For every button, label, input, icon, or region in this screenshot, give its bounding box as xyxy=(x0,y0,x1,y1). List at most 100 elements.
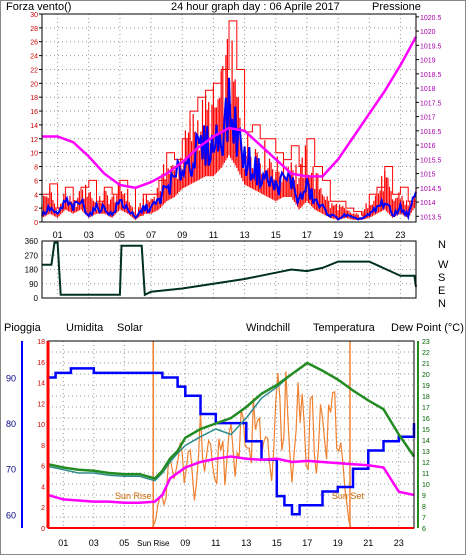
compass-label: E xyxy=(438,285,445,297)
x-tick-label: 11 xyxy=(209,230,218,240)
windchill-axis-label: Windchill xyxy=(246,322,290,334)
temp-tick-label: 23 xyxy=(422,339,430,346)
compass-label: W xyxy=(438,259,449,271)
left-tick-label: 12 xyxy=(30,137,38,144)
right-tick-label: 1019.5 xyxy=(420,43,442,50)
right-tick-label: 1016.5 xyxy=(420,129,442,136)
temp-tick-label: 17 xyxy=(422,405,430,412)
direction-panel-series xyxy=(42,241,417,297)
x-tick-label: 11 xyxy=(211,538,220,548)
humidity-tick-label: 60 xyxy=(6,510,16,520)
pressure-line xyxy=(42,36,418,190)
left-tick-label: 8 xyxy=(34,165,38,172)
x-tick-label: 23 xyxy=(395,230,405,240)
x-tick-label: 15 xyxy=(272,538,282,548)
temp-tick-label: 8 xyxy=(422,504,426,511)
direction-tick-label: 180 xyxy=(25,266,39,275)
left-tick-label: 4 xyxy=(34,192,38,199)
temp-tick-label: 12 xyxy=(422,460,430,467)
x-tick-label: 03 xyxy=(89,538,99,548)
x-tick-label: 23 xyxy=(394,538,404,548)
temp-tick-label: 18 xyxy=(422,394,430,401)
right-tick-label: 1015.5 xyxy=(420,157,442,164)
temp-tick-label: 19 xyxy=(422,383,430,390)
x-tick-label: 21 xyxy=(364,230,374,240)
dewpoint-line xyxy=(47,455,415,504)
rain-axis-label: Pioggia xyxy=(4,322,42,334)
direction-tick-label: 360 xyxy=(25,237,39,246)
sun-rise-label: Sun Rise xyxy=(115,491,152,501)
x-tick-label: 01 xyxy=(58,538,68,548)
temp-panel-axes: 01 03 05 09 11 13 15 17 19 21 23 6 7 8 9 10 11 12 13 14 15 16… xyxy=(6,339,430,548)
wind-direction-line xyxy=(42,241,417,297)
rain-tick-label: 4 xyxy=(41,484,45,491)
left-tick-label: 28 xyxy=(30,26,38,33)
compass-label: N xyxy=(438,298,446,310)
right-tick-label: 1017.5 xyxy=(420,100,442,107)
temp-tick-label: 20 xyxy=(422,372,430,379)
sun-set-label: Sun Set xyxy=(332,491,365,501)
direction-tick-label: 0 xyxy=(34,294,39,303)
right-tick-label: 1018 xyxy=(420,86,436,93)
wind-panel-frame xyxy=(41,13,417,223)
humidity-tick-label: 90 xyxy=(6,373,16,383)
temp-tick-label: 22 xyxy=(422,350,430,357)
rain-tick-label: 14 xyxy=(37,381,45,388)
humidity-line xyxy=(48,367,416,516)
right-tick-label: 1014 xyxy=(420,200,436,207)
compass-label: S xyxy=(438,272,445,284)
rain-tick-label: 16 xyxy=(37,360,45,367)
solar-axis-label: Solar xyxy=(117,322,143,334)
pressure-axis-label: Pressione xyxy=(372,1,421,13)
direction-panel-frame xyxy=(41,240,417,299)
right-tick-label: 1016 xyxy=(420,143,436,150)
sun-rise-axis-label: Sun Rise xyxy=(137,539,170,548)
temp-tick-label: 21 xyxy=(422,361,430,368)
rain-tick-label: 6 xyxy=(41,464,45,471)
x-tick-label: 05 xyxy=(115,230,125,240)
left-tick-label: 6 xyxy=(34,178,38,185)
wind-panel-axes: 01 03 05 07 09 11 13 15 17 19 21 230246810121416182… xyxy=(30,12,441,240)
right-tick-label: 1017 xyxy=(420,115,436,122)
wind-axis-label: Forza vento() xyxy=(6,1,71,13)
x-tick-label: 07 xyxy=(146,230,156,240)
left-tick-label: 0 xyxy=(34,220,38,227)
right-tick-label: 1015 xyxy=(420,172,436,179)
temp-tick-label: 6 xyxy=(422,526,426,533)
left-tick-label: 30 xyxy=(30,12,38,19)
left-tick-label: 20 xyxy=(30,81,38,88)
temp-tick-label: 10 xyxy=(422,482,430,489)
gust-line xyxy=(42,20,417,216)
temp-tick-label: 11 xyxy=(422,471,429,478)
right-tick-label: 1018.5 xyxy=(420,72,442,79)
temp-tick-label: 14 xyxy=(422,438,430,445)
humidity-axis-label: Umidita xyxy=(66,322,104,334)
left-tick-label: 24 xyxy=(30,54,38,61)
left-tick-label: 16 xyxy=(30,109,38,116)
right-tick-label: 1019 xyxy=(420,58,436,65)
wind-average-line xyxy=(41,77,417,221)
direction-tick-label: 270 xyxy=(25,251,39,260)
rain-tick-label: 12 xyxy=(37,401,45,408)
rain-tick-label: 18 xyxy=(37,339,45,346)
left-tick-label: 10 xyxy=(30,151,38,158)
rain-tick-label: 2 xyxy=(41,505,45,512)
chart-title: 24 hour graph day : 06 Aprile 2017 xyxy=(171,1,340,13)
temp-tick-label: 15 xyxy=(422,427,430,434)
right-tick-label: 1020.5 xyxy=(420,15,442,22)
temp-tick-label: 16 xyxy=(422,416,430,423)
x-tick-label: 17 xyxy=(302,230,312,240)
x-tick-label: 03 xyxy=(84,230,94,240)
x-tick-label: 05 xyxy=(119,538,129,548)
dewpoint-axis-label: Dew Point (°C) xyxy=(391,322,464,334)
x-tick-label: 15 xyxy=(271,230,281,240)
rain-tick-label: 8 xyxy=(41,443,45,450)
right-tick-label: 1020 xyxy=(420,29,436,36)
left-tick-label: 2 xyxy=(34,206,38,213)
temp-tick-label: 13 xyxy=(422,449,430,456)
rain-tick-label: 0 xyxy=(41,526,45,533)
x-tick-label: 01 xyxy=(53,230,63,240)
humidity-tick-label: 70 xyxy=(6,465,16,475)
